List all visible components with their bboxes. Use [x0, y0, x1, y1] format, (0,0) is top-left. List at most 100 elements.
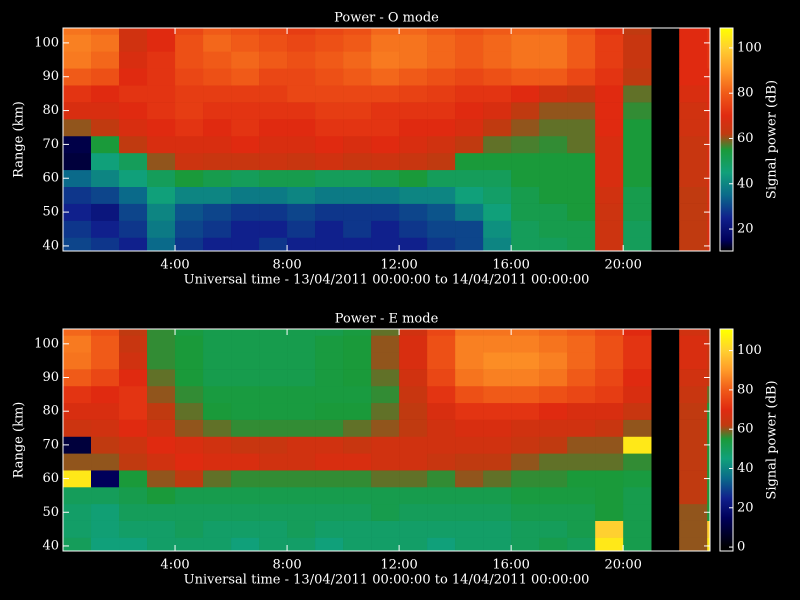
cells [63, 319, 736, 555]
cell [315, 170, 343, 187]
cell [539, 85, 567, 102]
cell [343, 34, 371, 51]
cell [679, 102, 707, 119]
cell [91, 386, 119, 403]
cell [259, 487, 287, 504]
cell [539, 34, 567, 51]
cell [623, 68, 651, 85]
cell [203, 237, 231, 254]
cell [371, 453, 399, 470]
cell [679, 504, 707, 521]
cell [63, 18, 91, 35]
cell [259, 470, 287, 487]
cell [399, 170, 427, 187]
cell [427, 136, 455, 153]
chart-title: Power - O mode [334, 11, 439, 26]
cell [595, 68, 623, 85]
cell [427, 521, 455, 538]
cell [119, 221, 147, 238]
cell [91, 85, 119, 102]
cell [203, 352, 231, 369]
cell [147, 470, 175, 487]
cell [483, 352, 511, 369]
cell [427, 352, 455, 369]
cell [623, 335, 651, 352]
cell [427, 221, 455, 238]
cell [511, 335, 539, 352]
cell [231, 68, 259, 85]
cell [623, 153, 651, 170]
cell [259, 453, 287, 470]
cell [483, 68, 511, 85]
cell [91, 153, 119, 170]
cell [539, 436, 567, 453]
cell [567, 102, 595, 119]
cell [371, 521, 399, 538]
cell [399, 204, 427, 221]
cell [315, 487, 343, 504]
cell [567, 187, 595, 204]
cell [203, 34, 231, 51]
cell [539, 204, 567, 221]
cell [259, 386, 287, 403]
cell [455, 386, 483, 403]
cell [595, 470, 623, 487]
cell [567, 204, 595, 221]
cell [567, 420, 595, 437]
cell [399, 85, 427, 102]
cell [427, 504, 455, 521]
cell [595, 85, 623, 102]
cell [427, 187, 455, 204]
cell [231, 436, 259, 453]
cell [147, 221, 175, 238]
cell [315, 237, 343, 254]
cell [539, 237, 567, 254]
cell [623, 319, 651, 336]
cell [147, 136, 175, 153]
x-tick-label: 4:00 [160, 558, 189, 573]
cell [343, 538, 371, 555]
cell [91, 204, 119, 221]
cell [427, 453, 455, 470]
cell [567, 221, 595, 238]
cell [679, 204, 707, 221]
cell [511, 237, 539, 254]
cell [63, 119, 91, 136]
cell [175, 319, 203, 336]
cell [175, 34, 203, 51]
cell [511, 487, 539, 504]
y-tick-label: 90 [42, 370, 59, 385]
x-tick-label: 8:00 [272, 258, 301, 273]
cell [231, 369, 259, 386]
cell [259, 102, 287, 119]
cell [371, 170, 399, 187]
cell [679, 51, 707, 68]
colorbar-tick-label: 80 [737, 382, 754, 397]
cell [175, 335, 203, 352]
cell [147, 386, 175, 403]
cell [147, 521, 175, 538]
cell [147, 68, 175, 85]
cell [511, 18, 539, 35]
cell [623, 51, 651, 68]
cell [427, 369, 455, 386]
cell [63, 85, 91, 102]
cell [259, 85, 287, 102]
cell [455, 119, 483, 136]
cell [679, 453, 707, 470]
cell [483, 487, 511, 504]
cell [147, 153, 175, 170]
cell [455, 34, 483, 51]
cell [679, 386, 707, 403]
cell [119, 453, 147, 470]
cell [567, 436, 595, 453]
cell [147, 51, 175, 68]
cell [175, 369, 203, 386]
cell [287, 487, 315, 504]
cell [343, 237, 371, 254]
cell [567, 335, 595, 352]
cell [567, 237, 595, 254]
cell [427, 119, 455, 136]
cell [203, 470, 231, 487]
cell [371, 369, 399, 386]
